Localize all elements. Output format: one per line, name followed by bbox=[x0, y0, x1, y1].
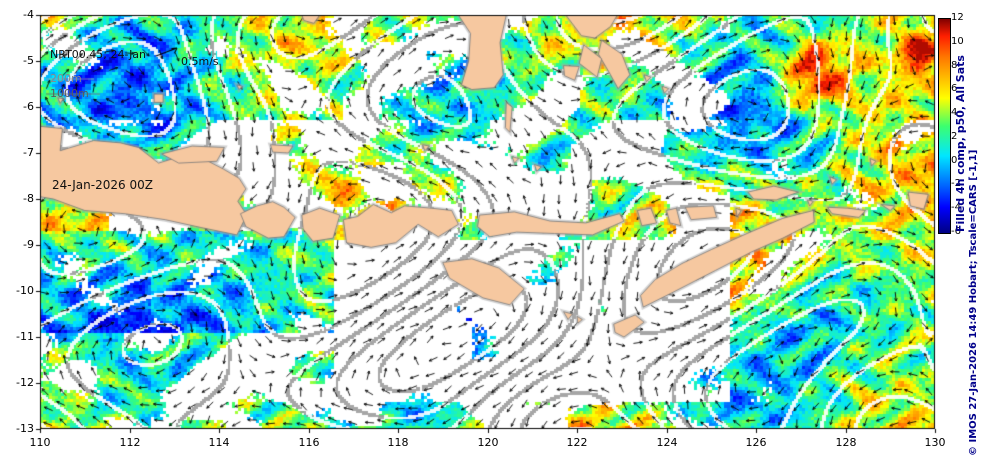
colorbar-tick-label: 10 bbox=[951, 36, 964, 47]
y-tick-label: -10 bbox=[16, 284, 34, 297]
colorbar-tick-label: -6 bbox=[951, 226, 961, 237]
x-tick-label: 114 bbox=[208, 436, 230, 449]
x-tick-label: 130 bbox=[924, 436, 946, 449]
y-tick-label: -5 bbox=[23, 54, 34, 67]
y-tick-label: -8 bbox=[23, 192, 34, 205]
x-tick-label: 122 bbox=[566, 436, 588, 449]
y-tick-label: -6 bbox=[23, 100, 34, 113]
x-tick-label: 112 bbox=[119, 436, 141, 449]
colorbar-tick-label: 6 bbox=[951, 83, 958, 94]
y-tick-label: -4 bbox=[23, 8, 34, 21]
x-tick-label: 116 bbox=[298, 436, 320, 449]
map-timestamp-label: 24-Jan-2026 00Z bbox=[52, 178, 153, 192]
y-tick-label: -9 bbox=[23, 238, 34, 251]
colorbar-tick-label: 2 bbox=[951, 131, 958, 142]
credit-text: © IMOS 27-Jan-2026 14:49 Hobart; Tscale=… bbox=[968, 149, 979, 456]
x-tick-label: 124 bbox=[656, 436, 678, 449]
x-tick-label: 120 bbox=[477, 436, 499, 449]
y-tick-label: -7 bbox=[23, 146, 34, 159]
colorbar-tick-label: -2 bbox=[951, 178, 961, 189]
colorbar-title: Filled 4h comp, p50, All Sats bbox=[954, 55, 967, 232]
nrt-run-label: NRT00.45; 24-Jan bbox=[50, 48, 147, 61]
colorbar-tick-label: 0 bbox=[951, 155, 958, 166]
y-tick-label: -12 bbox=[16, 376, 34, 389]
colorbar-tick-label: 12 bbox=[951, 12, 964, 23]
y-tick-label: -11 bbox=[16, 330, 34, 343]
x-tick-label: 110 bbox=[29, 436, 51, 449]
x-tick-label: 126 bbox=[745, 436, 767, 449]
colorbar-tick-label: 4 bbox=[951, 107, 958, 118]
colorbar-tick-label: -4 bbox=[951, 202, 961, 213]
y-tick-label: -13 bbox=[16, 422, 34, 435]
velocity-scale-label: 0.5m/s bbox=[181, 55, 219, 68]
x-tick-label: 128 bbox=[835, 436, 857, 449]
isobath-1000m-label: 1000m bbox=[50, 87, 89, 100]
colorbar bbox=[938, 18, 951, 234]
colorbar-tick-label: 8 bbox=[951, 60, 958, 71]
isobath-200m-label: 200m bbox=[50, 72, 82, 85]
x-tick-label: 118 bbox=[387, 436, 409, 449]
